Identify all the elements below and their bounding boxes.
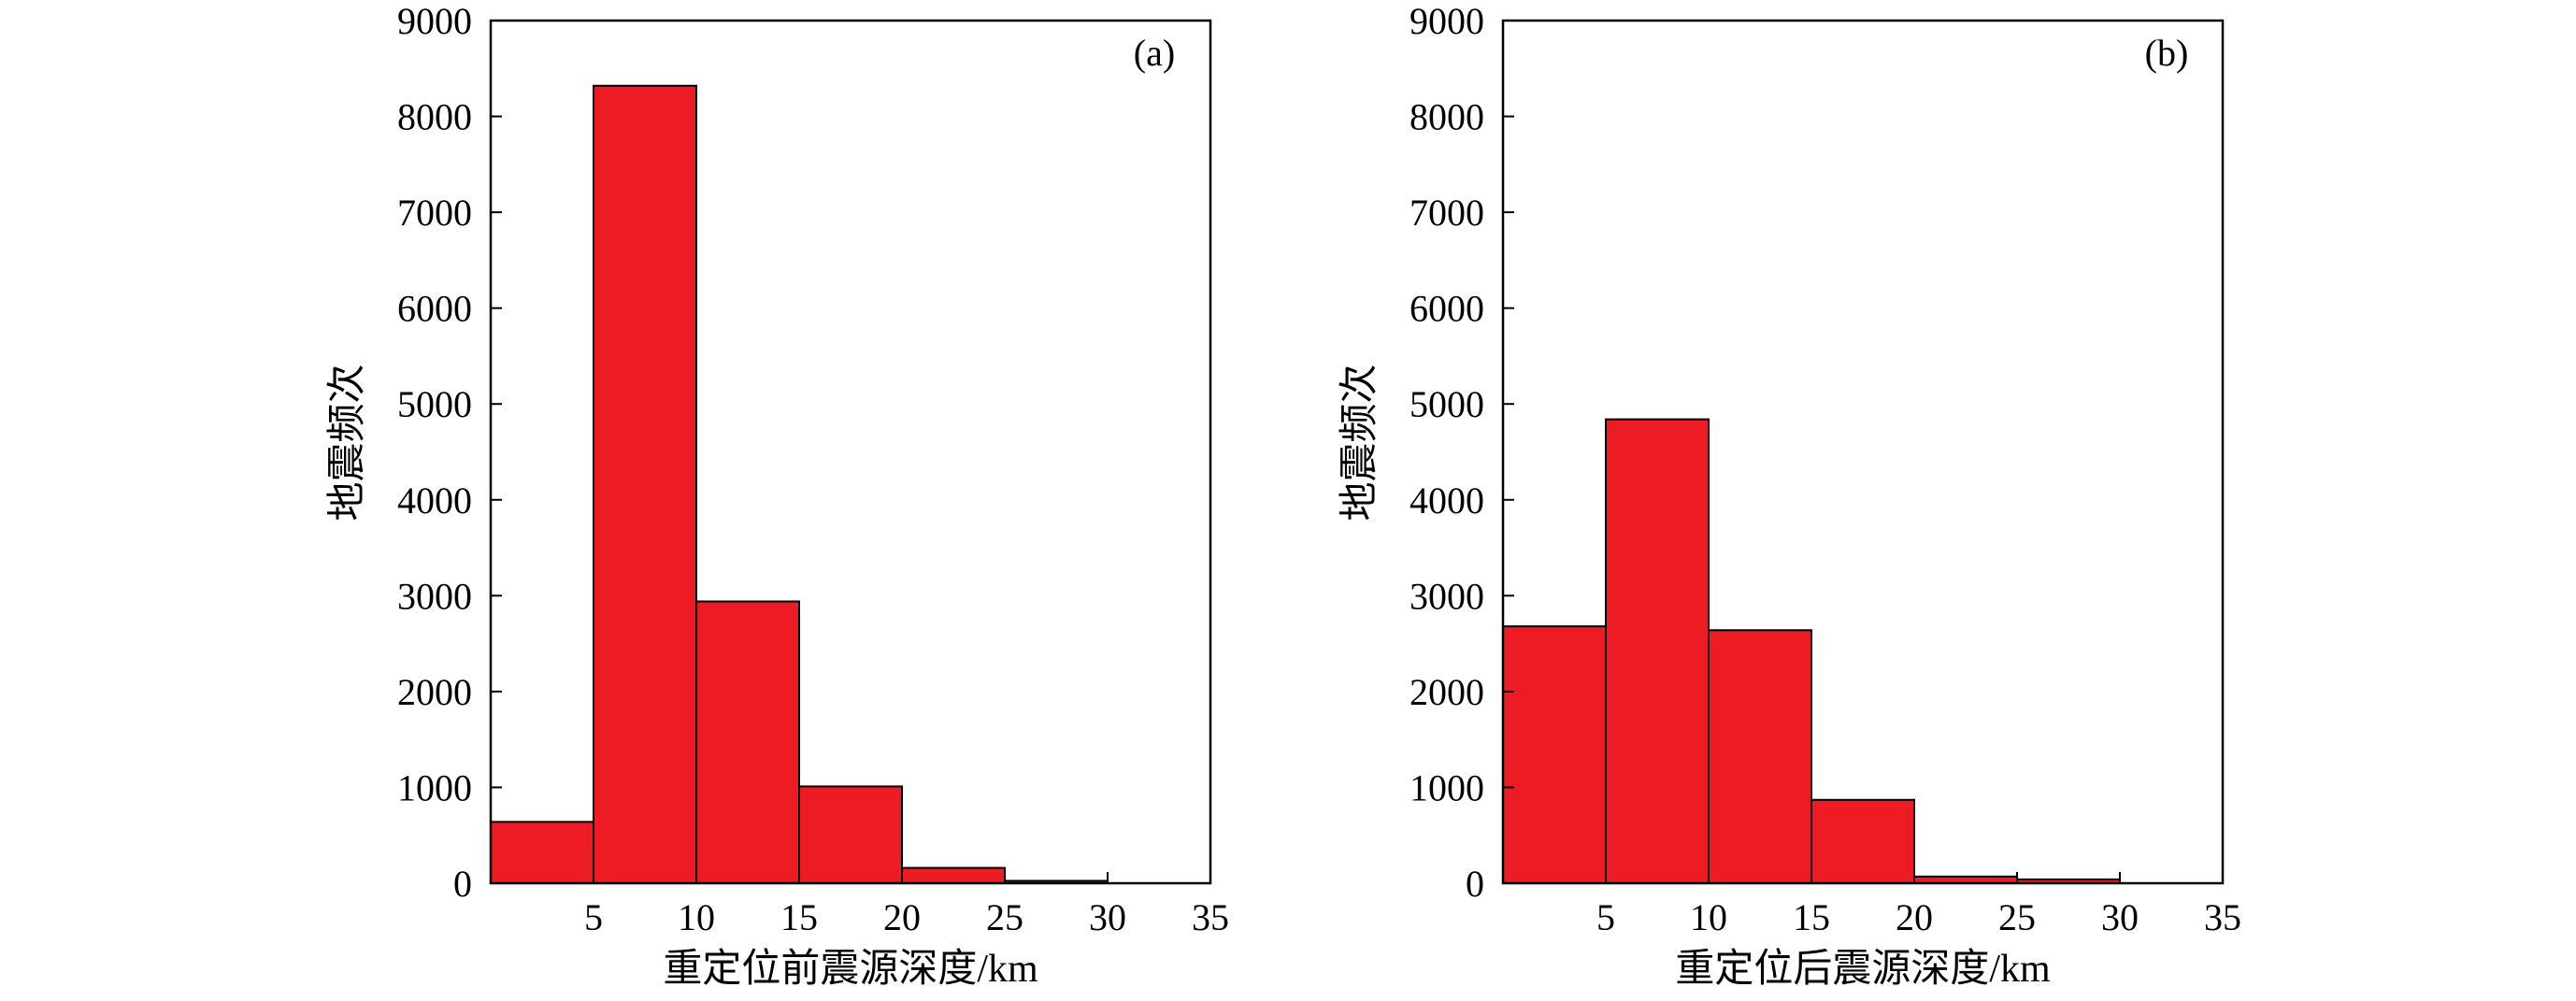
x-tick-label: 15 bbox=[780, 896, 818, 938]
x-tick-label: 25 bbox=[1998, 896, 2036, 938]
y-tick-label: 9000 bbox=[397, 0, 472, 42]
x-tick-label: 30 bbox=[1089, 896, 1126, 938]
y-axis-title: 地震频次 bbox=[326, 364, 369, 521]
y-tick-label: 7000 bbox=[397, 192, 472, 234]
x-axis-title: 重定位后震源深度/km bbox=[1675, 947, 2051, 991]
x-tick-label: 15 bbox=[1793, 896, 1830, 938]
panel-a: 5 10 15 20 25 30 35 0 1000 2000 3000 4000 5000 6000 70… bbox=[326, 0, 1229, 991]
panel-b: 5 10 15 20 25 30 35 0 1000 2000 3000 4000 5000 6000 70… bbox=[1338, 0, 2241, 991]
y-tick-label: 3000 bbox=[397, 575, 472, 617]
x-tick-label: 35 bbox=[1192, 896, 1229, 938]
panel-label: (a) bbox=[1134, 32, 1175, 74]
y-tick-label: 0 bbox=[1466, 863, 1484, 905]
histogram-bar bbox=[798, 785, 903, 884]
histogram-bar bbox=[593, 84, 697, 884]
y-tick-label: 0 bbox=[453, 863, 472, 905]
y-tick-label: 5000 bbox=[1410, 383, 1484, 425]
y-tick-label: 3000 bbox=[1410, 575, 1484, 617]
plot-frame bbox=[489, 19, 1212, 885]
y-tick-label: 4000 bbox=[397, 479, 472, 522]
y-tick-label: 6000 bbox=[397, 288, 472, 330]
x-tick-label: 5 bbox=[1596, 896, 1615, 938]
y-tick-label: 1000 bbox=[397, 766, 472, 808]
y-tick-label: 2000 bbox=[397, 671, 472, 713]
histogram-bar bbox=[1502, 625, 1607, 884]
y-tick-label: 8000 bbox=[397, 96, 472, 138]
x-tick-label: 10 bbox=[678, 896, 715, 938]
histogram-bar bbox=[1708, 629, 1812, 885]
y-axis-title: 地震频次 bbox=[1338, 364, 1381, 521]
x-tick-label: 5 bbox=[584, 896, 603, 938]
plot-frame bbox=[1501, 19, 2225, 885]
y-tick-label: 2000 bbox=[1410, 671, 1484, 713]
x-tick-label: 20 bbox=[883, 896, 921, 938]
histogram-bar bbox=[1605, 418, 1710, 884]
x-axis-title: 重定位前震源深度/km bbox=[663, 947, 1038, 991]
y-tick-label: 8000 bbox=[1410, 96, 1484, 138]
y-tick-label: 6000 bbox=[1410, 288, 1484, 330]
x-tick-label: 25 bbox=[986, 896, 1023, 938]
y-tick-label: 1000 bbox=[1410, 766, 1484, 808]
x-tick-label: 10 bbox=[1690, 896, 1727, 938]
y-tick-label: 5000 bbox=[397, 383, 472, 425]
x-tick-label: 35 bbox=[2204, 896, 2241, 938]
histogram-bar bbox=[1810, 798, 1915, 885]
panel-label: (b) bbox=[2145, 32, 2189, 74]
histogram-bar bbox=[901, 866, 1006, 885]
x-tick-label: 20 bbox=[1896, 896, 1933, 938]
y-tick-label: 9000 bbox=[1410, 0, 1484, 42]
histogram-bar bbox=[490, 821, 594, 884]
y-tick-label: 4000 bbox=[1410, 479, 1484, 522]
histogram-bar bbox=[695, 600, 800, 885]
x-tick-label: 30 bbox=[2101, 896, 2139, 938]
y-tick-label: 7000 bbox=[1410, 192, 1484, 234]
